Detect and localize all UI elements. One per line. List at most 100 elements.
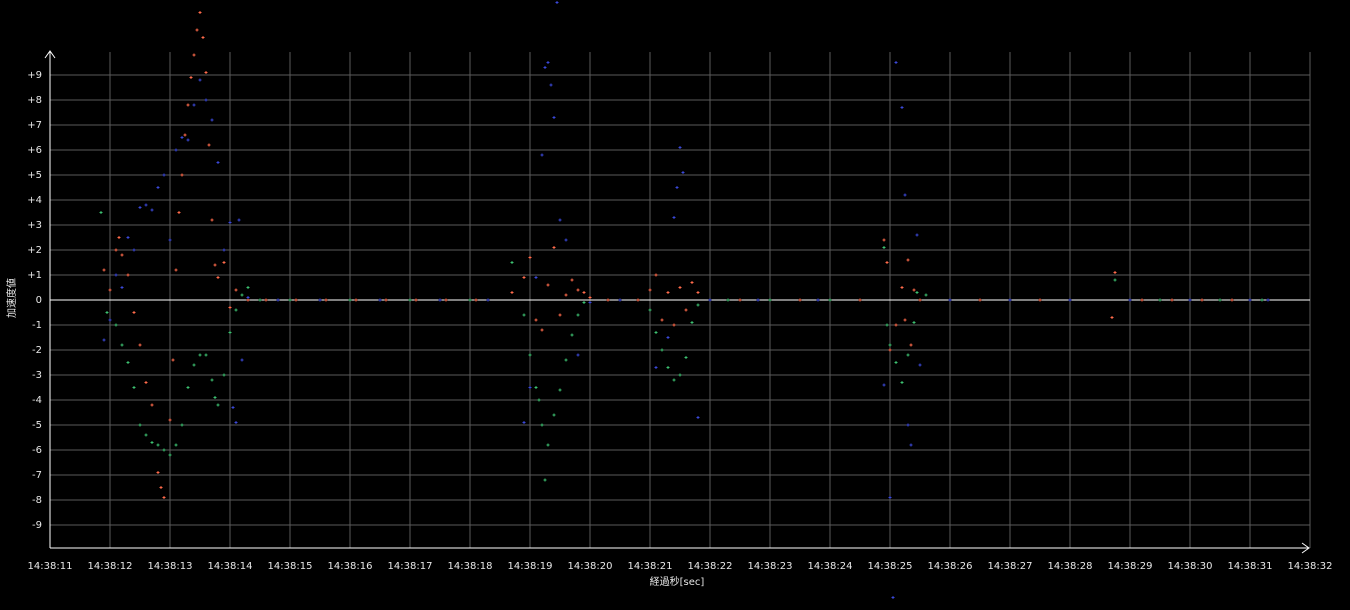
point bbox=[909, 443, 913, 447]
point bbox=[408, 298, 412, 302]
point bbox=[168, 453, 172, 457]
point bbox=[234, 288, 238, 292]
point bbox=[183, 133, 187, 137]
y-tick-label: -7 bbox=[32, 470, 42, 481]
point bbox=[108, 288, 112, 292]
point bbox=[900, 286, 904, 289]
point bbox=[906, 353, 910, 357]
point bbox=[1113, 271, 1117, 274]
point bbox=[126, 361, 130, 364]
x-tick-label: 14:38:17 bbox=[388, 561, 433, 572]
y-tick-label: -8 bbox=[32, 495, 42, 506]
point bbox=[1170, 298, 1174, 302]
point bbox=[696, 291, 700, 294]
point bbox=[468, 298, 472, 302]
point bbox=[198, 353, 202, 357]
point bbox=[132, 311, 136, 314]
point bbox=[222, 261, 226, 264]
point bbox=[246, 296, 250, 299]
point bbox=[522, 421, 526, 424]
point bbox=[978, 298, 982, 302]
point bbox=[654, 273, 658, 277]
point bbox=[1008, 298, 1012, 302]
point bbox=[1038, 298, 1042, 302]
point bbox=[543, 478, 547, 482]
x-tick-label: 14:38:16 bbox=[328, 561, 373, 572]
point bbox=[132, 386, 136, 389]
point bbox=[486, 298, 490, 302]
point bbox=[915, 291, 919, 294]
point bbox=[228, 221, 232, 224]
point bbox=[378, 298, 382, 302]
point bbox=[120, 286, 124, 289]
point bbox=[195, 28, 199, 32]
x-tick-label: 14:38:32 bbox=[1288, 561, 1333, 572]
point bbox=[204, 71, 208, 74]
x-tick-label: 14:38:21 bbox=[628, 561, 673, 572]
point bbox=[294, 298, 298, 302]
point bbox=[528, 386, 532, 389]
point bbox=[234, 421, 238, 424]
point bbox=[906, 423, 910, 427]
point bbox=[534, 318, 538, 322]
point bbox=[666, 291, 670, 294]
point bbox=[288, 298, 292, 302]
x-tick-label: 14:38:28 bbox=[1048, 561, 1093, 572]
point bbox=[666, 366, 670, 369]
point bbox=[162, 496, 166, 499]
point bbox=[672, 378, 676, 382]
y-axis-label: 加速度値 bbox=[5, 278, 18, 318]
y-tick-label: +4 bbox=[27, 195, 42, 206]
point bbox=[1230, 298, 1234, 302]
point bbox=[186, 138, 190, 142]
point bbox=[117, 236, 121, 239]
point bbox=[102, 268, 106, 272]
point bbox=[258, 298, 262, 302]
grid bbox=[50, 52, 1311, 548]
point bbox=[882, 383, 886, 387]
point bbox=[156, 443, 160, 447]
point bbox=[885, 323, 889, 327]
point bbox=[576, 288, 580, 292]
point bbox=[1218, 298, 1222, 302]
y-tick-label: +3 bbox=[27, 220, 42, 231]
point bbox=[675, 186, 679, 189]
point bbox=[144, 381, 148, 384]
y-tick-label: -1 bbox=[32, 320, 42, 331]
point bbox=[348, 298, 352, 302]
point bbox=[240, 293, 244, 297]
y-tick-label: -5 bbox=[32, 420, 42, 431]
point bbox=[558, 313, 562, 317]
x-tick-label: 14:38:18 bbox=[448, 561, 493, 572]
point bbox=[696, 303, 700, 307]
point bbox=[882, 238, 886, 242]
point bbox=[555, 1, 559, 4]
y-tick-label: +1 bbox=[27, 270, 42, 281]
point bbox=[234, 308, 238, 312]
point bbox=[858, 298, 862, 302]
point bbox=[528, 353, 532, 357]
point bbox=[138, 343, 142, 347]
point bbox=[1128, 298, 1132, 302]
point bbox=[210, 378, 214, 382]
x-axis-arrow bbox=[1301, 542, 1310, 554]
point bbox=[198, 78, 202, 82]
point bbox=[222, 248, 226, 252]
point bbox=[918, 298, 922, 302]
point bbox=[681, 171, 685, 174]
point bbox=[798, 298, 802, 302]
point bbox=[114, 248, 118, 252]
point bbox=[576, 353, 580, 357]
point bbox=[150, 441, 154, 444]
point bbox=[924, 293, 928, 297]
point bbox=[678, 373, 682, 377]
point bbox=[648, 288, 652, 292]
y-tick-label: -3 bbox=[32, 370, 42, 381]
point bbox=[528, 256, 532, 259]
point bbox=[384, 298, 388, 302]
x-tick-label: 14:38:19 bbox=[508, 561, 553, 572]
point bbox=[726, 298, 730, 302]
point bbox=[546, 443, 550, 447]
point bbox=[666, 336, 670, 339]
point bbox=[138, 206, 142, 209]
